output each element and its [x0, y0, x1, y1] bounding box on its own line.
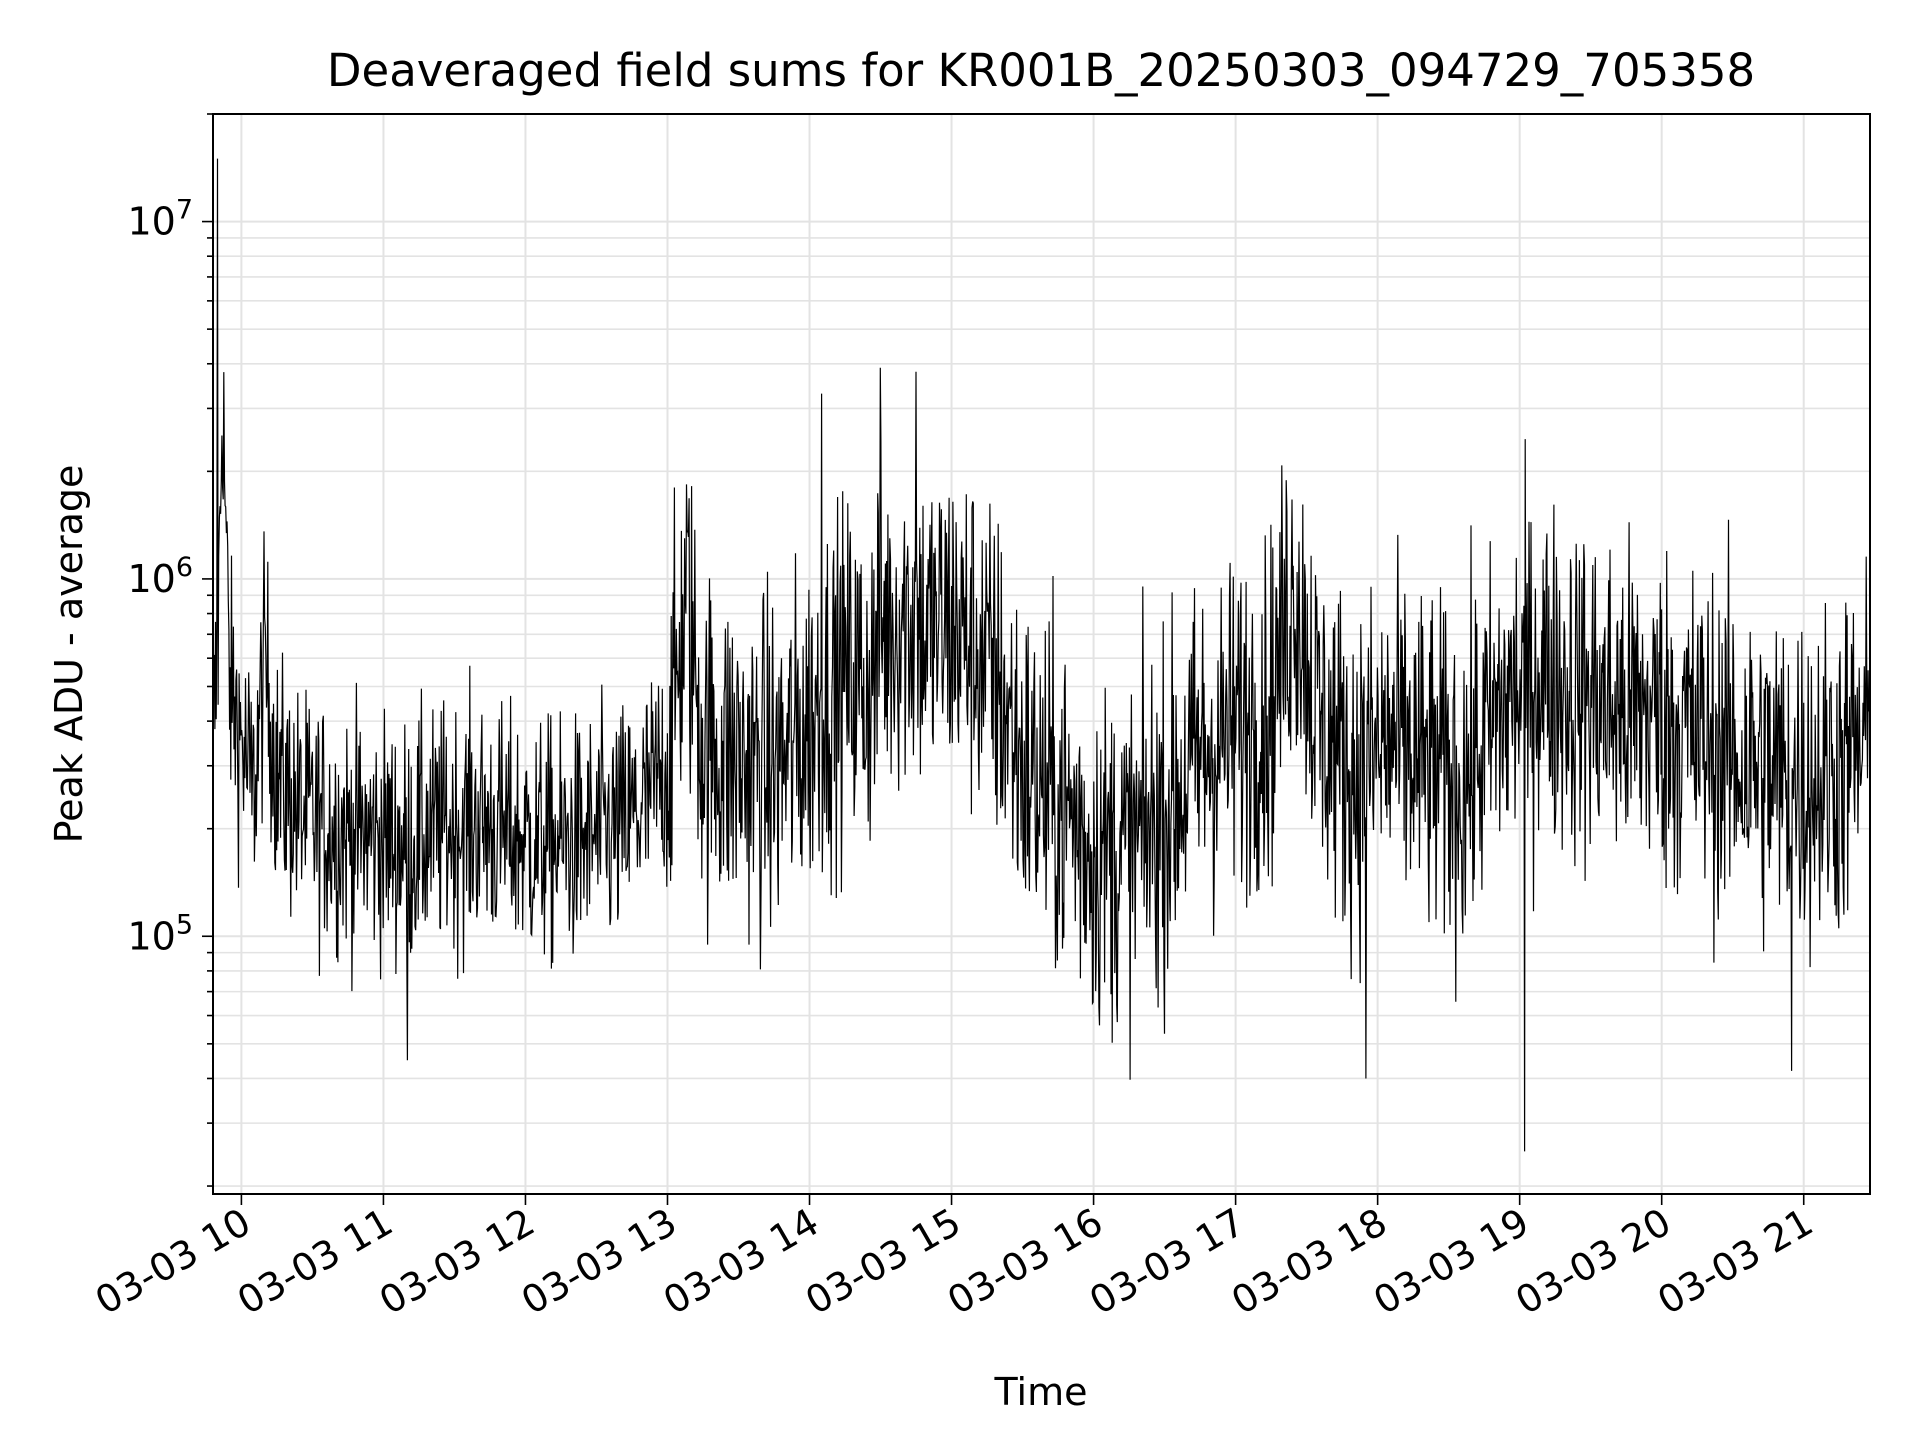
- chart-title: Deaveraged field sums for KR001B_2025030…: [327, 44, 1755, 97]
- y-tick-label: 106: [127, 552, 193, 601]
- plot-frame: [212, 113, 1871, 1195]
- y-axis-label: Peak ADU - average: [47, 465, 91, 844]
- y-tick-label: 105: [127, 909, 193, 958]
- x-axis-label: Time: [994, 1370, 1088, 1414]
- y-axis-ticks: 105 106 107: [127, 113, 213, 1187]
- series-line: [212, 158, 1871, 1152]
- y-tick-label: 107: [127, 195, 193, 244]
